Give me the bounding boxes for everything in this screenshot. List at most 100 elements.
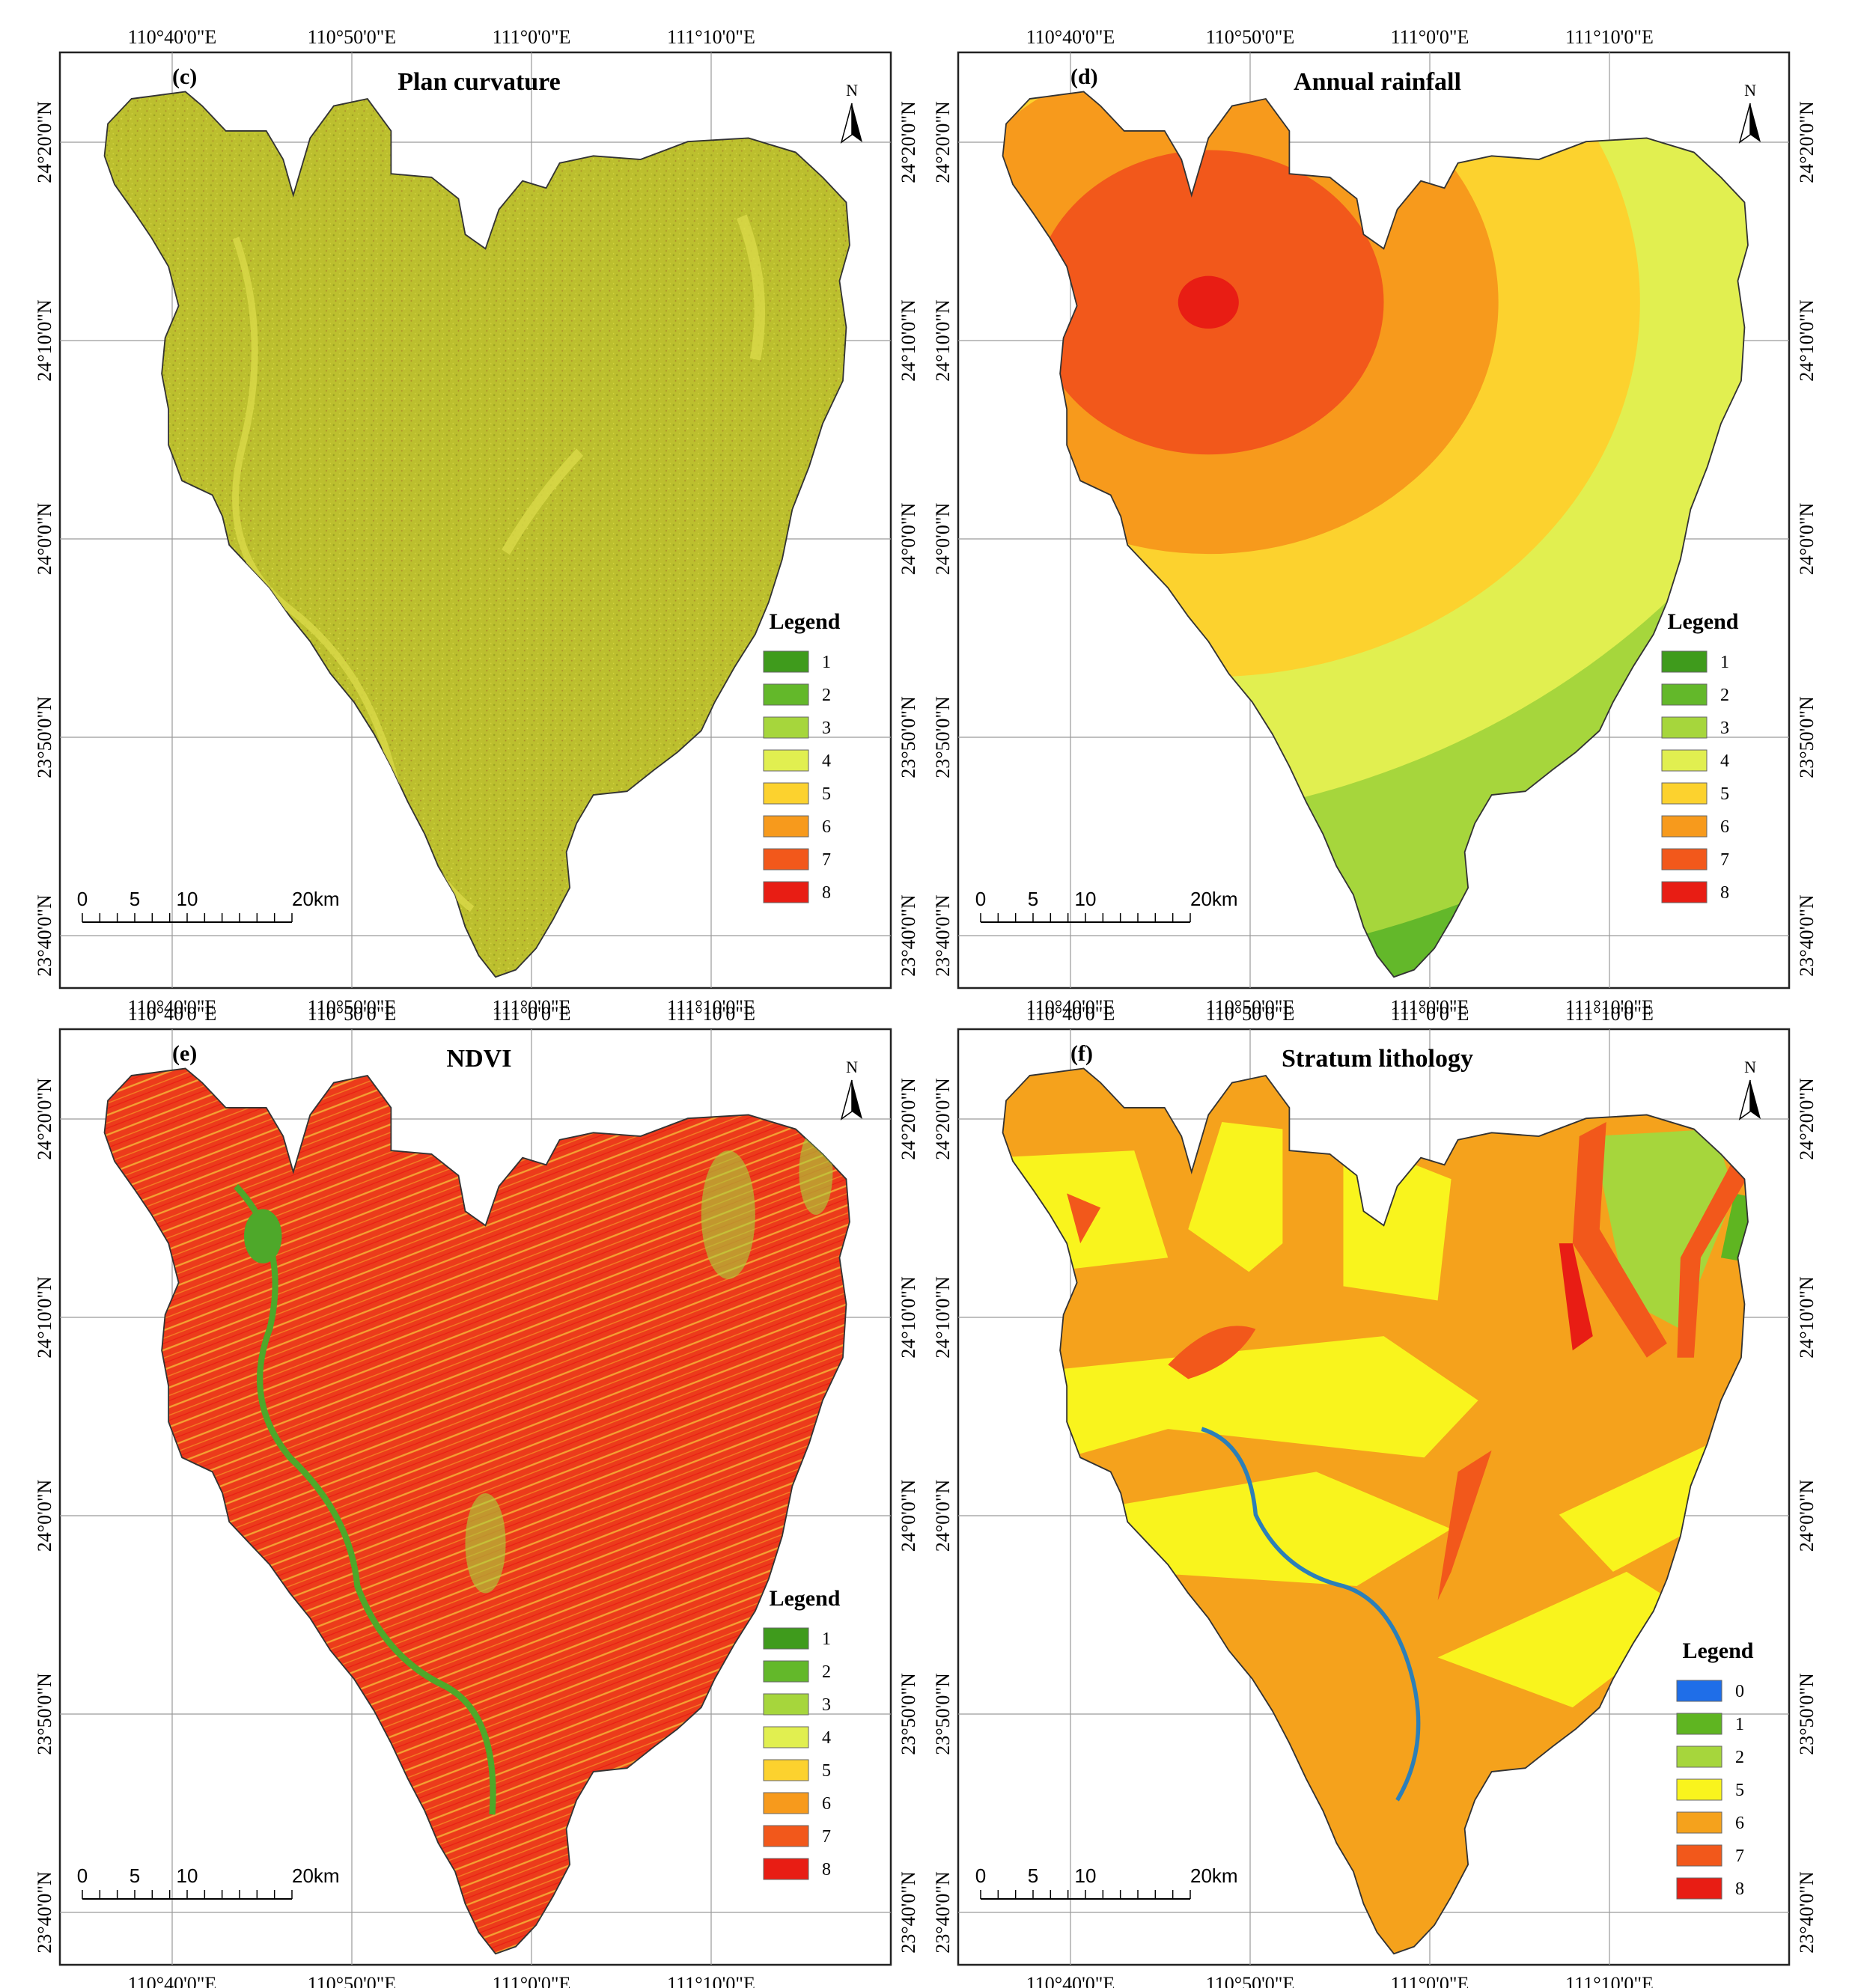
scale-bar: 0 5 10 20km: [77, 1864, 340, 1900]
north-label: N: [1744, 1058, 1756, 1076]
legend-swatch: [1676, 1745, 1722, 1768]
longitude-label-bottom: 110°50'0"E: [308, 1973, 397, 1988]
legend-swatch: [1661, 782, 1708, 805]
scale-label: 20km: [292, 1864, 340, 1887]
latitude-label-left: 24°10'0"N: [34, 1276, 55, 1359]
latitude-label-left: 24°10'0"N: [932, 1276, 954, 1359]
latitude-label-right: 23°40'0"N: [898, 894, 919, 977]
legend-title: Legend: [1667, 609, 1738, 634]
latitude-label-right: 24°20'0"N: [898, 1078, 919, 1160]
lithology-class-5: [1188, 1122, 1283, 1272]
legend: Legend 1 2 3 4 5 6 7 8: [1661, 609, 1739, 903]
longitude-label-top: 110°50'0"E: [308, 26, 397, 48]
lithology-class-8: [1559, 1243, 1593, 1351]
legend: Legend 1 2 3 4 5 6 7 8: [763, 1586, 841, 1880]
scale-label: 0: [975, 1864, 986, 1887]
lithology-class-7: [1168, 1326, 1256, 1379]
river-channel: [1201, 1427, 1421, 1802]
legend-label: 8: [1735, 1879, 1744, 1899]
scale-label: 10: [177, 888, 198, 910]
scale-label: 20km: [1190, 888, 1238, 910]
longitude-label-bottom: 110°40'0"E: [128, 1973, 217, 1988]
legend-label: 7: [822, 850, 831, 870]
latitude-label-left: 23°40'0"N: [932, 1871, 954, 1954]
scale-bar: 0 5 10 20km: [975, 888, 1238, 923]
longitude-label-top: 111°0'0"E: [493, 1003, 571, 1025]
lithology-class-1: [1720, 1193, 1748, 1265]
curvature-valley: [502, 448, 584, 555]
latitude-label-left: 24°20'0"N: [34, 1078, 55, 1160]
lithology-class-5: [1437, 1571, 1694, 1708]
north-label: N: [846, 81, 858, 100]
legend-label: 6: [1735, 1814, 1744, 1833]
longitude-label-top: 111°0'0"E: [493, 26, 571, 48]
latitude-label-left: 23°50'0"N: [34, 1673, 55, 1755]
panel-title: Stratum lithology: [1282, 1045, 1473, 1073]
longitude-label-top: 110°40'0"E: [1026, 26, 1115, 48]
lithology-class-7: [1572, 1122, 1667, 1358]
longitude-label-bottom: 111°10'0"E: [667, 996, 755, 1018]
scale-bar: 0 5 10 20km: [77, 888, 340, 923]
legend-swatch: [1676, 1811, 1722, 1834]
longitude-label-bottom: 110°50'0"E: [1206, 1973, 1295, 1988]
longitude-label-bottom: 110°40'0"E: [1026, 1973, 1115, 1988]
basin-map: [103, 1067, 850, 1955]
north-arrow-icon: N: [840, 1058, 862, 1120]
longitude-label-top: 111°10'0"E: [667, 1003, 755, 1025]
latitude-label-right: 23°50'0"N: [898, 696, 919, 778]
legend-swatch: [1661, 848, 1708, 870]
north-arrow-icon: N: [1738, 81, 1761, 144]
panel-title: NDVI: [447, 1045, 512, 1073]
north-label: N: [1744, 81, 1756, 100]
scale-label: 5: [130, 1864, 140, 1887]
longitude-label-top: 110°50'0"E: [1206, 1003, 1295, 1025]
panel-title: Annual rainfall: [1294, 68, 1461, 96]
legend-swatch: [763, 848, 809, 870]
longitude-label-top: 110°40'0"E: [128, 1003, 217, 1025]
legend-swatch: [1661, 749, 1708, 772]
legend: Legend 0 1 2 5 6 7 8: [1676, 1638, 1754, 1900]
latitude-label-left: 24°0'0"N: [932, 1480, 954, 1552]
legend-swatch: [763, 1759, 809, 1781]
latitude-label-left: 23°40'0"N: [34, 1871, 55, 1954]
north-label: N: [846, 1058, 858, 1076]
latitude-label-right: 23°40'0"N: [898, 1871, 919, 1954]
latitude-label-right: 24°10'0"N: [898, 1276, 919, 1359]
longitude-label-bottom: 110°50'0"E: [1206, 996, 1295, 1018]
legend-swatch: [1661, 716, 1708, 739]
legend-label: 5: [822, 1761, 831, 1781]
legend-swatch: [763, 1693, 809, 1716]
legend-label: 4: [1720, 751, 1729, 771]
legend: Legend 1 2 3 4 5 6 7 8: [763, 609, 841, 903]
legend-swatch: [763, 782, 809, 805]
legend-label: 7: [1735, 1847, 1744, 1866]
latitude-label-right: 23°40'0"N: [1796, 1871, 1818, 1954]
legend-swatch: [1661, 815, 1708, 838]
panel-letter: (d): [1070, 64, 1098, 89]
legend-swatch: [1676, 1680, 1722, 1702]
legend-swatch: [763, 1726, 809, 1748]
basin-map: [1002, 1067, 1749, 1955]
legend-swatch: [763, 1627, 809, 1650]
legend-label: 8: [822, 1860, 831, 1879]
legend-label: 6: [822, 1794, 831, 1814]
scale-label: 0: [77, 1864, 88, 1887]
scale-label: 20km: [1190, 1864, 1238, 1887]
vegetation-patch: [244, 1209, 282, 1263]
scale-label: 20km: [292, 888, 340, 910]
map-panel-d: (d) Annual rainfall N Legend 1 2 3 4 5 6 7 8 0 5 10 20k…: [932, 26, 1818, 1018]
longitude-label-bottom: 110°40'0"E: [128, 996, 217, 1018]
latitude-label-right: 24°20'0"N: [1796, 1078, 1818, 1160]
lithology-class-7: [1437, 1450, 1492, 1601]
legend-title: Legend: [769, 1586, 840, 1611]
scale-bar: 0 5 10 20km: [975, 1864, 1238, 1900]
longitude-label-top: 111°0'0"E: [1391, 1003, 1469, 1025]
legend-label: 5: [1720, 784, 1729, 804]
panel-letter: (e): [172, 1041, 197, 1066]
latitude-label-left: 24°0'0"N: [34, 503, 55, 576]
latitude-label-left: 23°50'0"N: [932, 1673, 954, 1755]
legend-label: 3: [822, 1695, 831, 1715]
north-arrow-icon: N: [840, 81, 862, 144]
legend-label: 7: [1720, 850, 1729, 870]
